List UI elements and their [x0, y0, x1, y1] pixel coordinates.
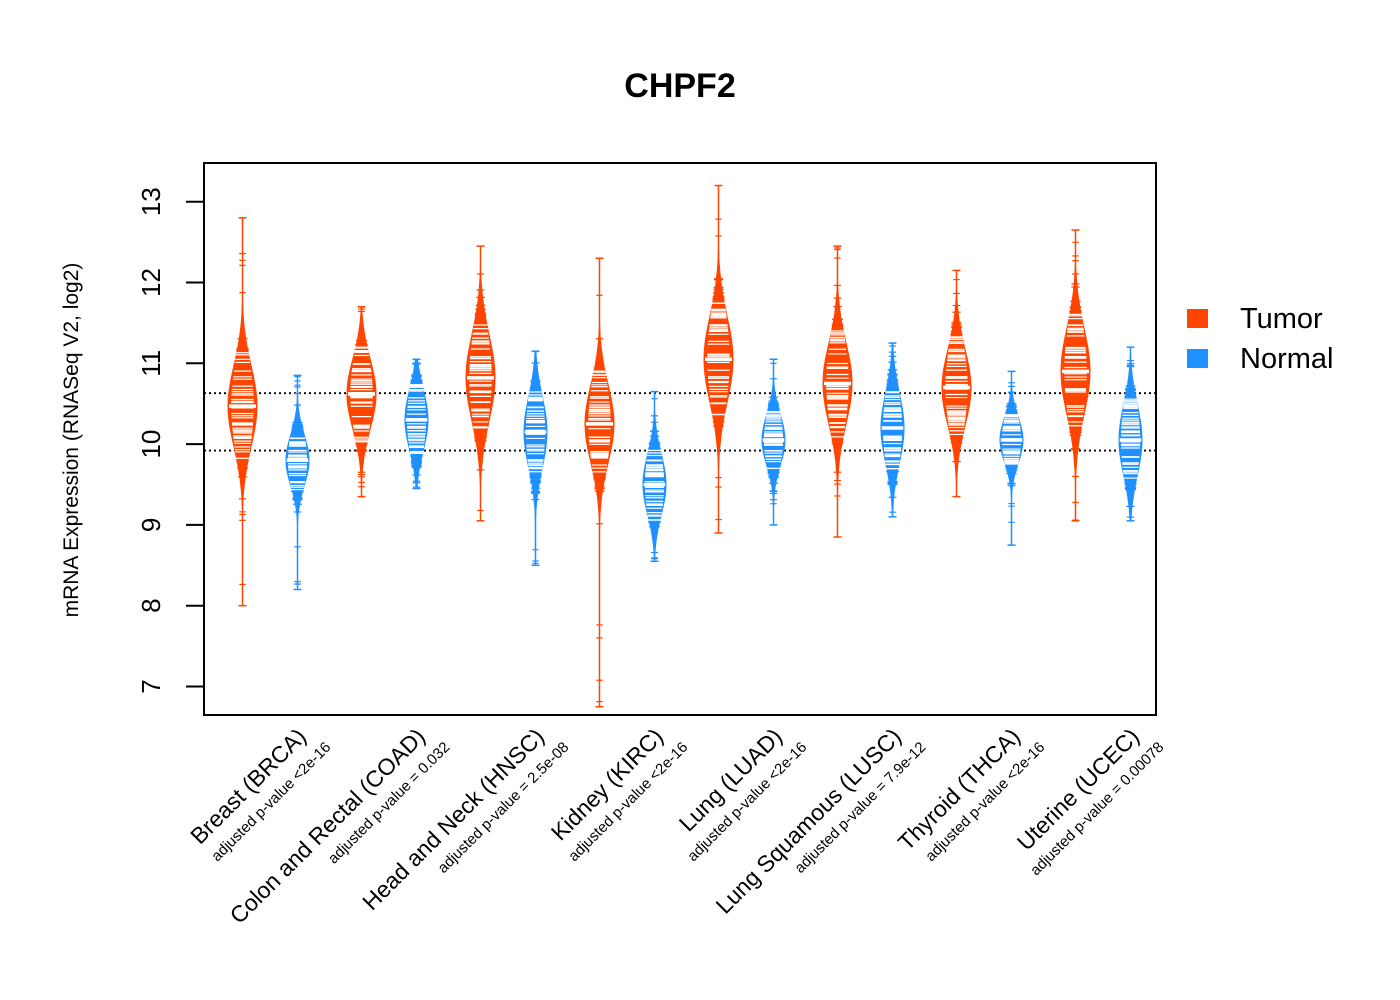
y-tick-label: 10 — [136, 430, 166, 459]
normal-violin — [642, 390, 667, 563]
normal-violin — [1118, 346, 1143, 522]
y-tick-label: 12 — [136, 268, 166, 297]
normal-violin — [761, 358, 786, 526]
y-axis-label: mRNA Expression (RNASeq V2, log2) — [60, 263, 83, 618]
normal-violin — [880, 342, 905, 518]
legend-swatch-normal — [1187, 349, 1208, 368]
legend-swatch-tumor — [1187, 309, 1208, 328]
chart-title: CHPF2 — [624, 67, 735, 105]
legend-label-normal: Normal — [1240, 343, 1333, 375]
normal-violin — [999, 370, 1024, 546]
tumor-violin — [822, 245, 853, 538]
normal-violin — [285, 374, 310, 591]
legend-label-tumor: Tumor — [1240, 303, 1323, 335]
plot-area — [204, 184, 1156, 708]
legend: Tumor Normal — [1187, 303, 1333, 375]
tumor-violin — [1060, 229, 1091, 522]
y-tick-label: 7 — [136, 679, 166, 693]
tumor-violin — [227, 217, 258, 607]
y-tick-label: 11 — [136, 350, 166, 377]
y-tick-label: 13 — [136, 187, 166, 216]
y-axis: 7 8 9 10 11 12 13 — [136, 187, 205, 694]
y-tick-label: 8 — [136, 598, 166, 612]
tumor-violin — [584, 257, 615, 708]
normal-violin — [523, 350, 548, 567]
y-tick-label: 9 — [136, 518, 166, 532]
tumor-violin — [346, 305, 377, 498]
x-axis-labels: Breast (BRCA)adjusted p-value <2e-16Colo… — [185, 723, 1167, 928]
tumor-violin — [703, 184, 734, 534]
tumor-violin — [941, 269, 972, 498]
tumor-violin — [465, 245, 496, 522]
normal-violin — [404, 358, 429, 490]
